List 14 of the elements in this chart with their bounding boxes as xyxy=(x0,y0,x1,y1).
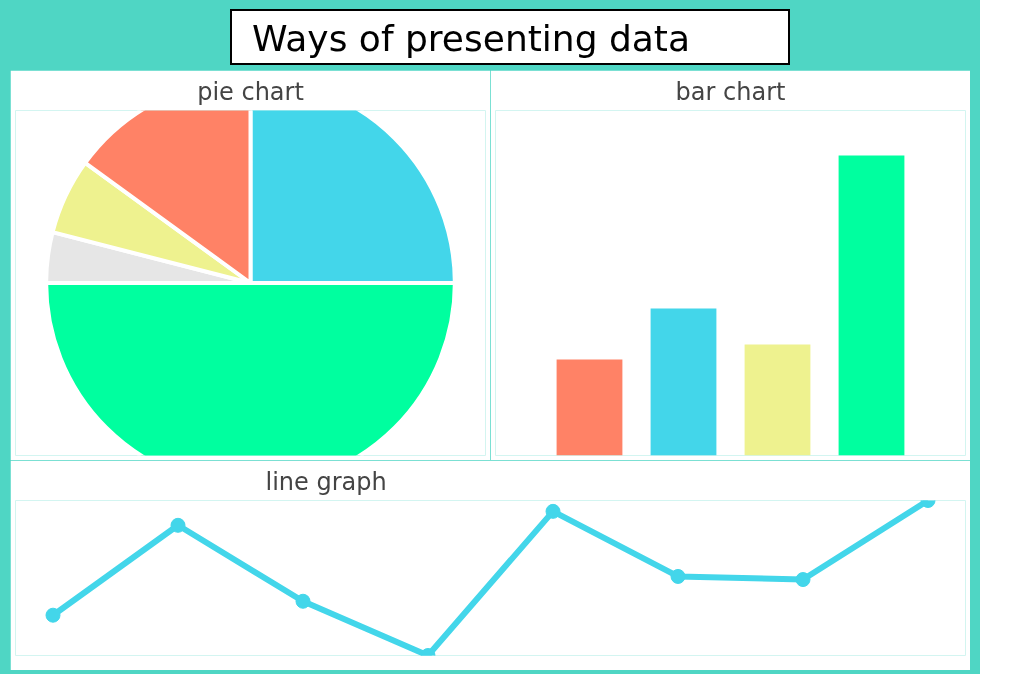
point xyxy=(45,607,61,623)
chart-title: line graph xyxy=(265,467,387,496)
chart-title: bar chart xyxy=(675,77,786,106)
text: Ways of presenting data xyxy=(252,17,691,61)
point xyxy=(170,517,186,533)
point xyxy=(295,593,311,609)
bar xyxy=(744,344,811,456)
bar xyxy=(556,359,623,456)
point xyxy=(670,568,686,584)
chart-title: pie chart xyxy=(197,77,304,106)
bar xyxy=(838,155,905,456)
point xyxy=(795,572,811,588)
bar xyxy=(650,308,717,456)
point xyxy=(545,503,561,519)
